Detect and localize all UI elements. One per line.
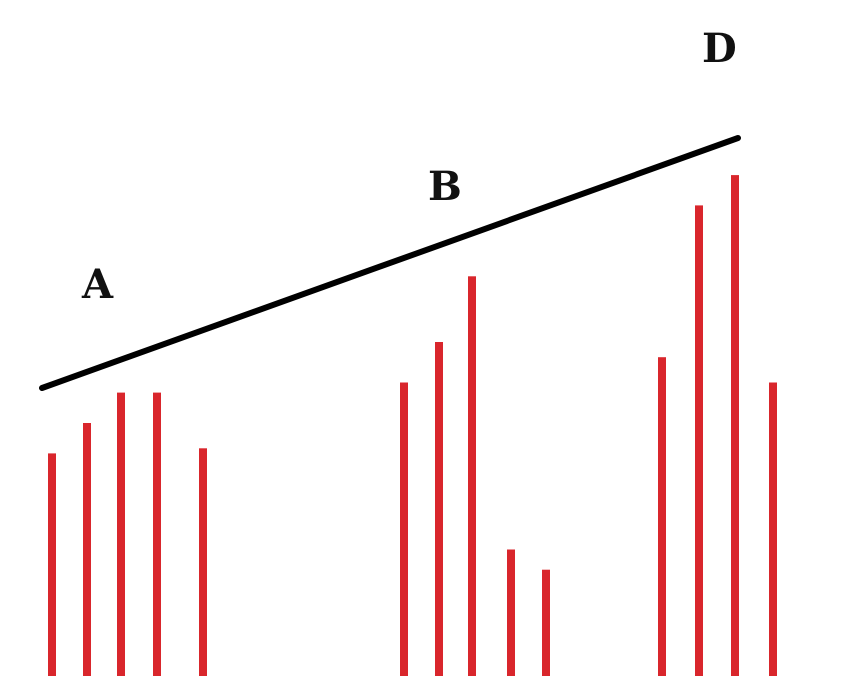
- volume-bar-a-3: [117, 392, 125, 676]
- volume-bar-a-2: [83, 423, 91, 676]
- volume-bar-d-4: [769, 382, 777, 676]
- label-a: A: [81, 261, 114, 308]
- bars-layer: [48, 175, 777, 676]
- volume-bar-b-2: [435, 342, 443, 676]
- volume-bar-a-4: [153, 392, 161, 676]
- trend-line: [39, 135, 741, 391]
- volume-bar-d-2: [695, 205, 703, 676]
- volume-bar-b-1: [400, 382, 408, 676]
- volume-bar-d-3: [731, 175, 739, 676]
- volume-bar-b-5: [542, 569, 550, 676]
- volume-bar-b-4: [507, 549, 515, 676]
- volume-bar-d-1: [658, 357, 666, 676]
- volume-bar-b-3: [468, 276, 476, 676]
- volume-bar-a-1: [48, 453, 56, 676]
- label-b: B: [428, 163, 462, 210]
- label-d: D: [702, 25, 737, 72]
- volume-bar-a-5: [199, 448, 207, 676]
